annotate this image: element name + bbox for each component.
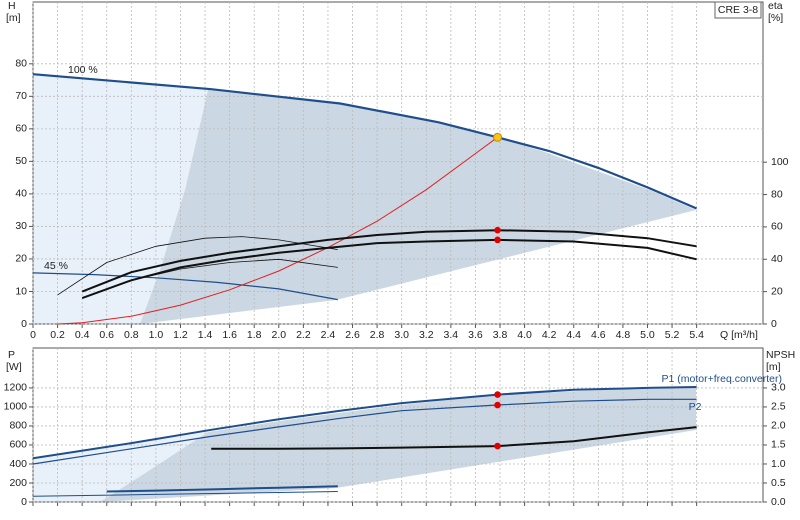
y-tick-label: 50 [15,155,27,167]
series-label: P2 [689,401,702,413]
y2-tick-label: 40 [771,253,783,265]
y-axis-label: P [8,349,15,361]
y-axis-label: H [8,0,16,12]
x-axis-label: Q [m³/h] [720,329,758,341]
y-tick-label: 70 [15,90,27,102]
y-tick-label: 80 [15,58,27,70]
y-tick-label: 400 [9,458,27,470]
legend-box [714,1,762,19]
x-tick-label: 2.2 [296,329,311,341]
y2-tick-label: 0.5 [771,477,786,489]
y2-tick-label: 100 [771,156,789,168]
range-area [140,90,696,324]
x-tick-label: 1.6 [222,329,237,341]
x-tick-label: 2.4 [321,329,336,341]
x-tick-label: 2.0 [271,329,286,341]
y2-tick-label: 60 [771,221,783,233]
curve [32,491,338,497]
y2-axis-label: eta [768,0,783,12]
curve [57,136,498,325]
curve [81,229,697,293]
y2-axis-label: NPSH [766,349,795,361]
x-tick-label: 5.0 [640,329,655,341]
x-tick-label: 0.8 [124,329,139,341]
y-tick-label: 20 [15,253,27,265]
y-tick-label: 10 [15,285,27,297]
y-tick-label: 40 [15,188,27,200]
y-tick-label: 1000 [4,401,28,413]
x-tick-label: 1.0 [149,329,164,341]
range-light [33,432,208,502]
annotation: 45 % [44,260,68,272]
y-tick-label: 0 [21,318,27,330]
curve [82,258,338,299]
curve [32,272,338,301]
x-tick-label: 3.6 [468,329,483,341]
curve [211,426,697,450]
x-tick-label: 0 [30,329,36,341]
y-tick-label: 200 [9,477,27,489]
y2-tick-label: 20 [771,285,783,297]
x-tick-label: 4.6 [591,329,606,341]
y2-tick-label: 80 [771,188,783,200]
y2-tick-label: 2.0 [771,420,786,432]
x-tick-label: 3.0 [394,329,409,341]
x-tick-label: 3.2 [419,329,434,341]
y-tick-label: 60 [15,123,27,135]
series-label: P1 (motor+freq.converter) [661,373,782,385]
y2-tick-label: 0 [771,318,777,330]
x-tick-label: 5.4 [689,329,704,341]
x-tick-label: 5.2 [665,329,680,341]
x-tick-label: 0.2 [50,329,65,341]
curve [32,386,697,460]
x-tick-label: 0.4 [75,329,90,341]
duty-point [494,226,501,234]
duty-point [494,401,501,409]
duty-point [494,236,501,244]
x-tick-label: 0.6 [99,329,114,341]
x-tick-label: 1.2 [173,329,188,341]
x-tick-label: 2.6 [345,329,360,341]
x-tick-label: 3.4 [444,329,459,341]
x-tick-label: 2.8 [370,329,385,341]
y2-tick-label: 1.0 [771,458,786,470]
y2-tick-label: 1.5 [771,439,786,451]
curve [106,485,338,493]
duty-point [493,132,503,142]
y2-tick-label: 3.0 [771,382,786,394]
y-axis-unit: [m] [6,12,21,24]
y-axis-unit: [W] [6,361,22,373]
y2-tick-label: 0.0 [771,496,786,508]
x-tick-label: 4.4 [566,329,581,341]
legend-box-label: CRE 3-8 [718,4,758,16]
x-tick-label: 4.0 [517,329,532,341]
range-light [33,75,208,324]
y-tick-label: 600 [9,439,27,451]
y-tick-label: 800 [9,420,27,432]
x-tick-label: 1.4 [198,329,213,341]
x-tick-label: 4.2 [542,329,557,341]
x-tick-label: 1.8 [247,329,262,341]
y2-tick-label: 2.5 [771,401,786,413]
y-tick-label: 1200 [4,382,28,394]
duty-point [494,442,501,450]
curve [57,236,338,296]
y2-axis-unit: [m] [766,361,781,373]
x-tick-label: 4.8 [616,329,631,341]
annotation: 100 % [68,64,98,76]
curve [32,398,697,465]
y2-axis-unit: [%] [768,12,783,24]
y-tick-label: 0 [21,496,27,508]
curve [81,238,697,300]
x-tick-label: 3.8 [493,329,508,341]
y-tick-label: 30 [15,220,27,232]
duty-point [494,391,501,398]
